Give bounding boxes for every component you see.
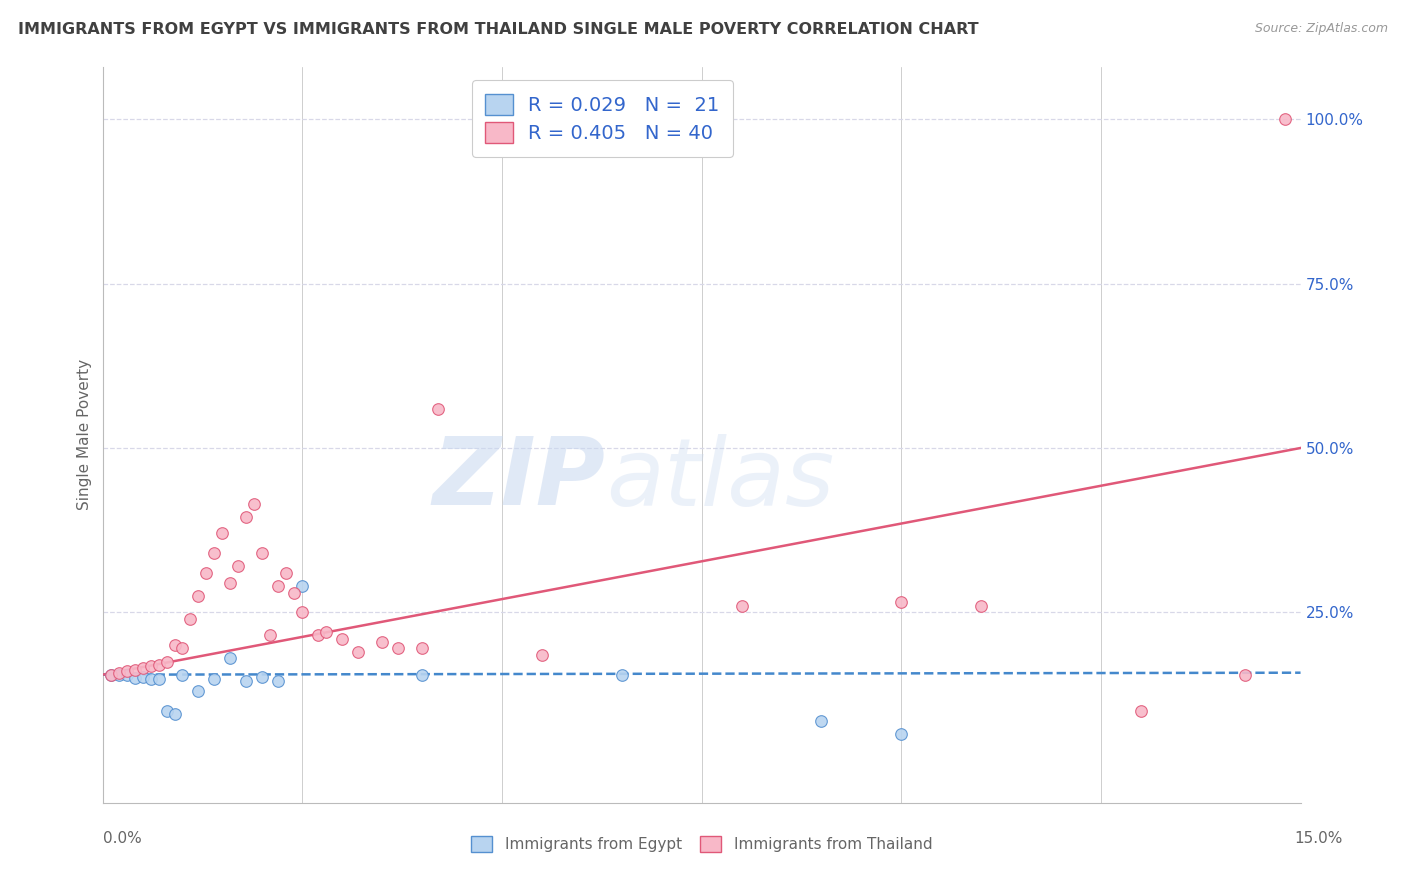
Point xyxy=(107,667,129,681)
Point xyxy=(195,566,218,580)
Point xyxy=(427,401,450,416)
Point xyxy=(411,667,433,681)
Point xyxy=(267,579,290,593)
Point xyxy=(387,641,409,656)
Point xyxy=(228,559,250,574)
Point xyxy=(211,526,233,541)
Point xyxy=(330,632,353,646)
Point xyxy=(610,667,633,681)
Point xyxy=(890,595,912,609)
Point xyxy=(124,671,146,685)
Text: Source: ZipAtlas.com: Source: ZipAtlas.com xyxy=(1254,22,1388,36)
Point xyxy=(148,657,170,672)
Point xyxy=(115,665,138,679)
Point xyxy=(100,667,122,681)
Text: IMMIGRANTS FROM EGYPT VS IMMIGRANTS FROM THAILAND SINGLE MALE POVERTY CORRELATIO: IMMIGRANTS FROM EGYPT VS IMMIGRANTS FROM… xyxy=(18,22,979,37)
Point xyxy=(172,667,194,681)
Point xyxy=(163,638,186,652)
Point xyxy=(1233,667,1256,681)
Point xyxy=(179,612,201,626)
Y-axis label: Single Male Poverty: Single Male Poverty xyxy=(76,359,91,510)
Point xyxy=(155,704,177,718)
Legend: Immigrants from Egypt, Immigrants from Thailand: Immigrants from Egypt, Immigrants from T… xyxy=(461,826,942,862)
Point xyxy=(347,645,370,659)
Point xyxy=(172,641,194,656)
Point xyxy=(810,714,832,728)
Point xyxy=(155,655,177,669)
Point xyxy=(235,510,257,524)
Point xyxy=(730,599,752,613)
Point xyxy=(411,641,433,656)
Point xyxy=(243,497,266,511)
Point xyxy=(283,585,305,599)
Point xyxy=(139,673,162,687)
Point xyxy=(276,566,298,580)
Point xyxy=(219,575,242,590)
Point xyxy=(204,546,226,560)
Point xyxy=(235,674,257,689)
Text: atlas: atlas xyxy=(606,434,834,524)
Point xyxy=(315,624,337,639)
Text: ZIP: ZIP xyxy=(433,433,606,525)
Point xyxy=(124,663,146,677)
Point xyxy=(107,665,129,680)
Point xyxy=(252,670,274,684)
Point xyxy=(131,670,153,684)
Point xyxy=(131,661,153,675)
Point xyxy=(530,648,553,662)
Text: 15.0%: 15.0% xyxy=(1295,831,1343,846)
Point xyxy=(204,673,226,687)
Point xyxy=(307,628,329,642)
Point xyxy=(259,628,281,642)
Point xyxy=(371,635,394,649)
Point xyxy=(890,727,912,741)
Point xyxy=(291,605,314,619)
Point xyxy=(970,599,993,613)
Text: 0.0%: 0.0% xyxy=(103,831,142,846)
Point xyxy=(267,674,290,689)
Point xyxy=(163,707,186,722)
Point xyxy=(1129,704,1152,718)
Point xyxy=(148,673,170,687)
Point xyxy=(100,667,122,681)
Point xyxy=(187,684,209,698)
Point xyxy=(252,546,274,560)
Point xyxy=(219,651,242,665)
Point xyxy=(187,589,209,603)
Point xyxy=(291,579,314,593)
Point xyxy=(1274,112,1296,127)
Point xyxy=(115,667,138,681)
Point xyxy=(139,659,162,673)
